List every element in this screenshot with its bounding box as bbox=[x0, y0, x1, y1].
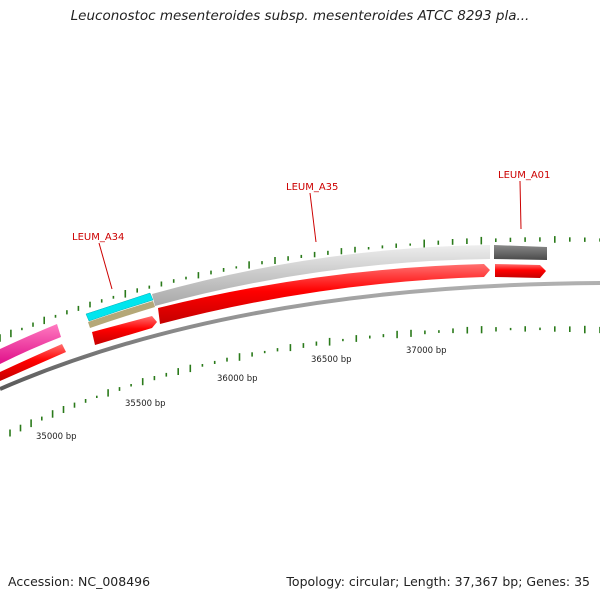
tan-feature-block bbox=[88, 301, 155, 328]
pink-feature-block bbox=[0, 324, 61, 364]
map-stats-text: Topology: circular; Length: 37,367 bp; G… bbox=[286, 574, 590, 589]
orf-block-dark bbox=[494, 245, 547, 260]
ruler-label-35500: 35500 bp bbox=[125, 399, 166, 409]
forward-gene-arrow bbox=[158, 264, 490, 324]
forward-gene-arrow bbox=[495, 264, 546, 278]
gene-label-leum-a34: LEUM_A34 bbox=[72, 232, 124, 243]
gene-label-leum-a01: LEUM_A01 bbox=[498, 170, 550, 181]
label-leader-line bbox=[98, 242, 113, 290]
forward-gene-arrow bbox=[92, 316, 157, 345]
forward-gene-arrow bbox=[0, 344, 66, 381]
label-leader-line bbox=[519, 180, 522, 230]
cyan-feature-block bbox=[85, 292, 154, 322]
ruler-label-36500: 36500 bp bbox=[311, 355, 352, 365]
ruler-label-35000: 35000 bp bbox=[36, 432, 77, 442]
gc-content-ticks bbox=[0, 236, 600, 437]
accession-text: Accession: NC_008496 bbox=[8, 574, 151, 589]
ruler-label-36000: 36000 bp bbox=[217, 374, 258, 384]
ruler-label-37000: 37000 bp bbox=[406, 346, 447, 356]
map-title: Leuconostoc mesenteroides subsp. mesente… bbox=[70, 8, 530, 24]
gene-label-leum-a35: LEUM_A35 bbox=[286, 182, 338, 193]
plasmid-backbone bbox=[0, 281, 600, 391]
orf-block-light bbox=[152, 245, 490, 306]
label-leader-line bbox=[309, 192, 317, 243]
